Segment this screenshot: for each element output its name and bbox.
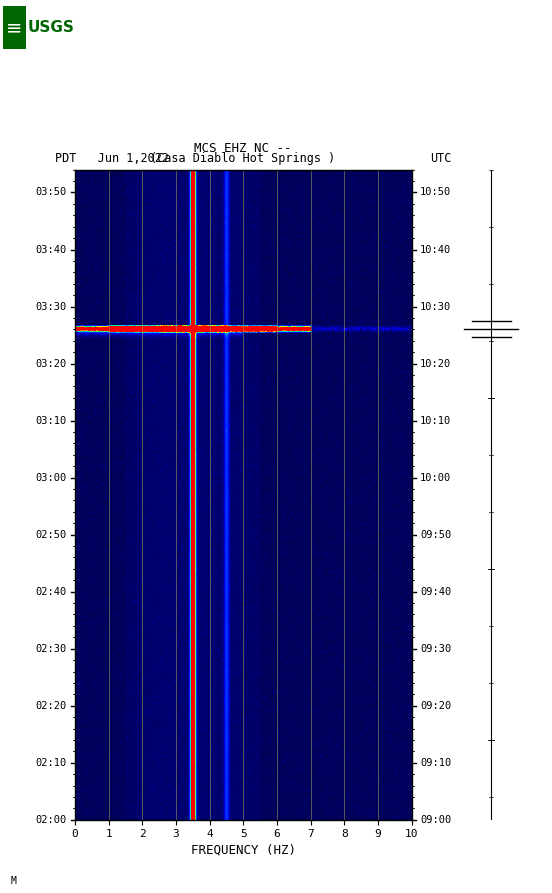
Text: 03:00: 03:00 (35, 472, 67, 482)
Text: 02:30: 02:30 (35, 644, 67, 654)
Text: 03:10: 03:10 (35, 415, 67, 426)
Text: UTC: UTC (431, 152, 452, 165)
Text: 10:40: 10:40 (420, 245, 452, 255)
Text: 10:50: 10:50 (420, 188, 452, 197)
Text: USGS: USGS (28, 21, 75, 35)
Text: 10:20: 10:20 (420, 359, 452, 369)
Text: 10:00: 10:00 (420, 472, 452, 482)
Text: 10:30: 10:30 (420, 302, 452, 312)
Text: 09:50: 09:50 (420, 530, 452, 539)
Text: 02:40: 02:40 (35, 587, 67, 597)
Text: (Casa Diablo Hot Springs ): (Casa Diablo Hot Springs ) (150, 152, 336, 165)
Text: 02:20: 02:20 (35, 701, 67, 711)
Text: ≡: ≡ (6, 18, 22, 38)
Text: 09:30: 09:30 (420, 644, 452, 654)
Text: 09:40: 09:40 (420, 587, 452, 597)
Text: 02:50: 02:50 (35, 530, 67, 539)
Text: MCS EHZ NC --: MCS EHZ NC -- (194, 142, 291, 155)
Text: 10:10: 10:10 (420, 415, 452, 426)
Text: 03:30: 03:30 (35, 302, 67, 312)
Text: 02:10: 02:10 (35, 758, 67, 768)
Text: PDT   Jun 1,2022: PDT Jun 1,2022 (55, 152, 169, 165)
Text: 03:50: 03:50 (35, 188, 67, 197)
Text: 09:00: 09:00 (420, 814, 452, 825)
Text: 09:10: 09:10 (420, 758, 452, 768)
FancyBboxPatch shape (3, 6, 26, 49)
Text: 02:00: 02:00 (35, 814, 67, 825)
Text: M: M (11, 876, 17, 886)
X-axis label: FREQUENCY (HZ): FREQUENCY (HZ) (191, 844, 296, 856)
Text: 03:20: 03:20 (35, 359, 67, 369)
Text: 09:20: 09:20 (420, 701, 452, 711)
Text: 03:40: 03:40 (35, 245, 67, 255)
